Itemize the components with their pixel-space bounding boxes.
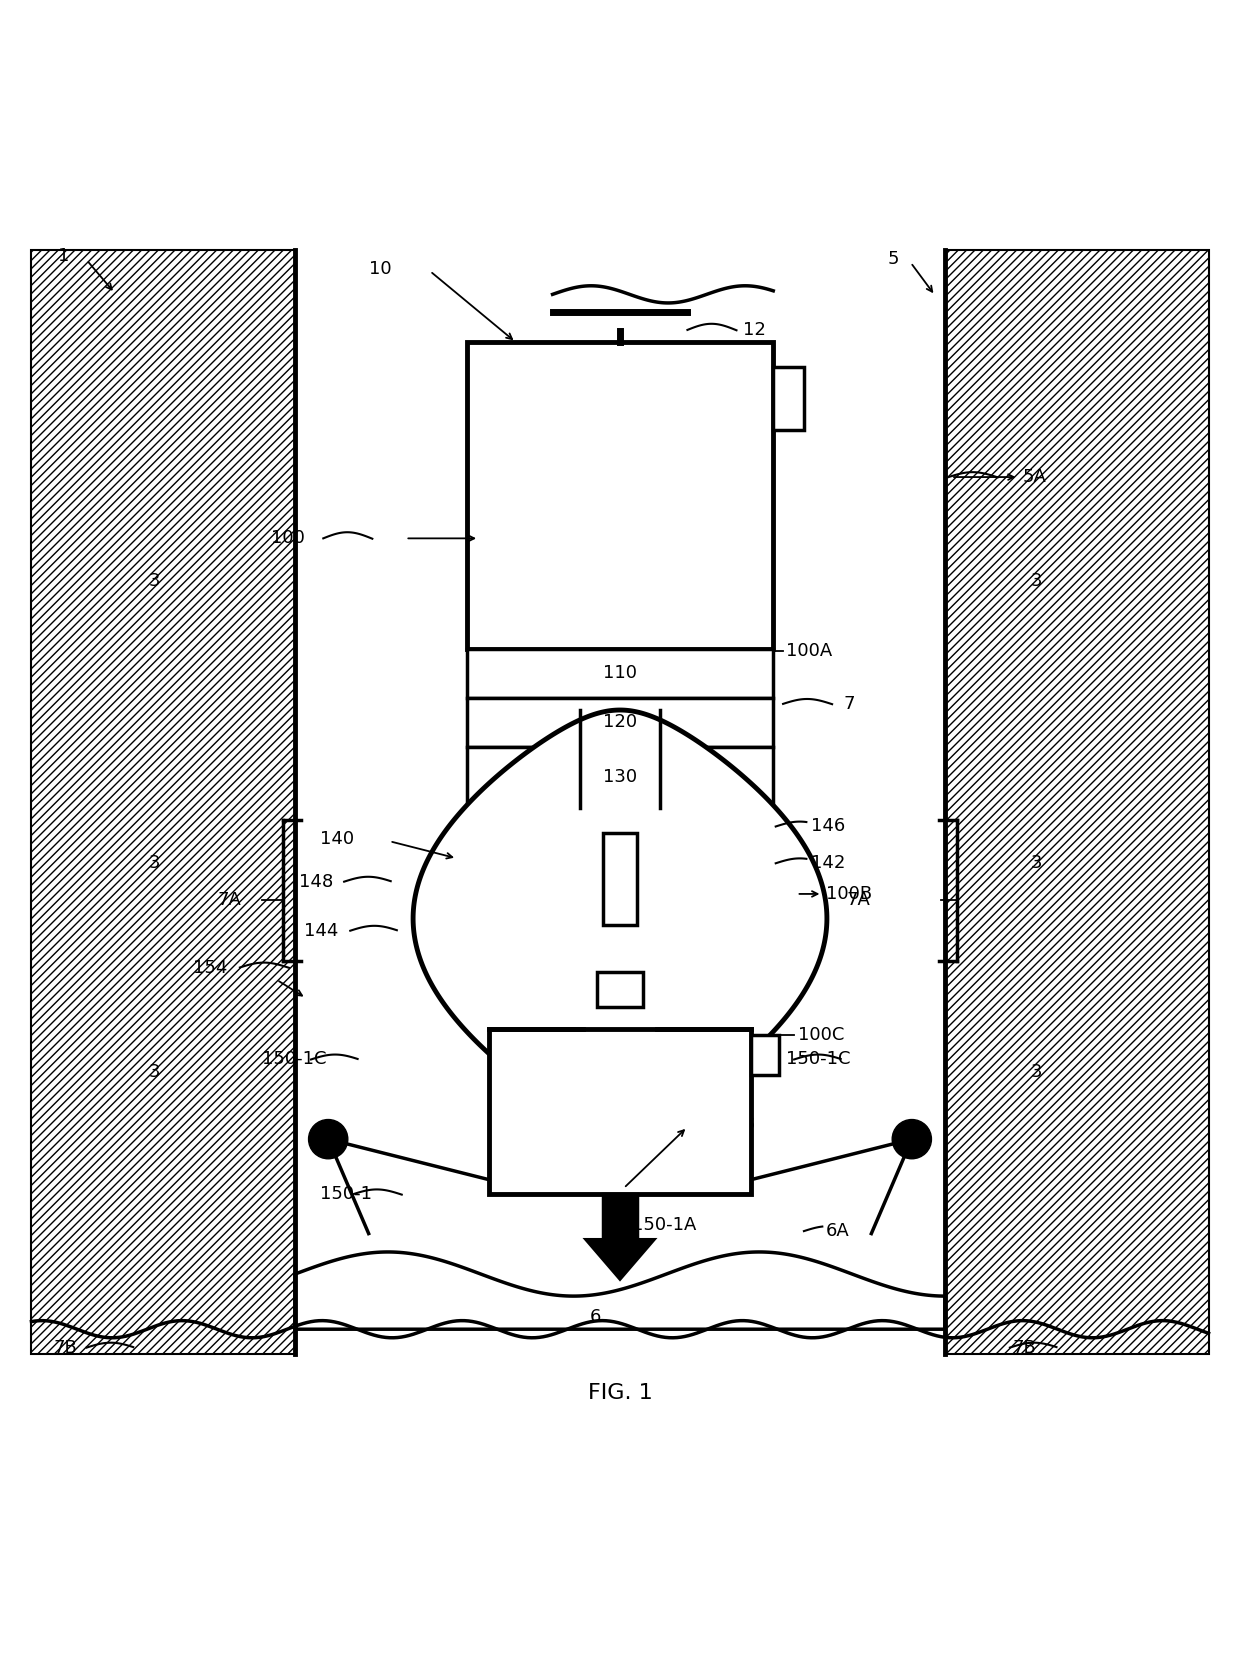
Text: 10: 10 (368, 260, 392, 278)
Text: 110: 110 (603, 665, 637, 683)
Text: 149: 149 (590, 901, 625, 919)
Text: 142: 142 (811, 855, 846, 873)
Text: 3: 3 (1032, 1063, 1043, 1081)
Text: 130: 130 (603, 769, 637, 787)
Bar (603, 833, 637, 924)
Text: 150-1: 150-1 (320, 1185, 372, 1203)
Text: 140: 140 (320, 830, 353, 848)
Text: 7A: 7A (847, 891, 870, 909)
Polygon shape (295, 1251, 945, 1329)
Bar (751, 1035, 780, 1076)
Bar (774, 367, 804, 430)
Text: 3: 3 (1032, 572, 1043, 590)
Polygon shape (413, 711, 827, 1127)
Text: 146: 146 (811, 818, 846, 835)
Bar (466, 342, 774, 648)
Text: 100B: 100B (826, 884, 872, 903)
Bar (466, 747, 774, 808)
Text: FIG. 1: FIG. 1 (588, 1384, 652, 1403)
Circle shape (893, 1119, 931, 1159)
Text: 3: 3 (1032, 855, 1043, 873)
Text: 3: 3 (149, 855, 160, 873)
Circle shape (309, 1119, 347, 1159)
Text: 100C: 100C (797, 1027, 844, 1045)
Text: 150-1C: 150-1C (785, 1050, 851, 1068)
Bar (489, 1028, 751, 1195)
Text: 5A: 5A (1022, 468, 1047, 486)
Text: 150-1C: 150-1C (262, 1050, 326, 1068)
Bar (596, 972, 644, 1007)
Polygon shape (587, 1240, 653, 1279)
Text: 100: 100 (270, 529, 305, 547)
Text: 154: 154 (193, 959, 228, 977)
Text: 150-1B: 150-1B (691, 1116, 755, 1134)
Text: 100A: 100A (785, 641, 832, 660)
Bar (603, 1195, 637, 1240)
Text: 7: 7 (843, 694, 854, 712)
Bar (945, 250, 1209, 1354)
Text: 3: 3 (149, 572, 160, 590)
Text: 5: 5 (888, 250, 899, 268)
Text: 6: 6 (590, 1308, 601, 1326)
Bar (466, 648, 774, 698)
Text: 7B: 7B (1012, 1339, 1037, 1357)
Text: 120: 120 (603, 714, 637, 731)
Text: 6A: 6A (826, 1222, 849, 1240)
Text: 1: 1 (58, 248, 69, 266)
Text: 148: 148 (299, 873, 334, 891)
Text: 150-1A: 150-1A (632, 1217, 697, 1235)
Text: 7A: 7A (218, 891, 242, 909)
Text: 7B: 7B (53, 1339, 77, 1357)
Bar (466, 698, 774, 747)
Text: 3: 3 (149, 1063, 160, 1081)
Text: 12: 12 (743, 321, 765, 339)
Text: 144: 144 (304, 922, 339, 939)
Bar (31, 250, 295, 1354)
